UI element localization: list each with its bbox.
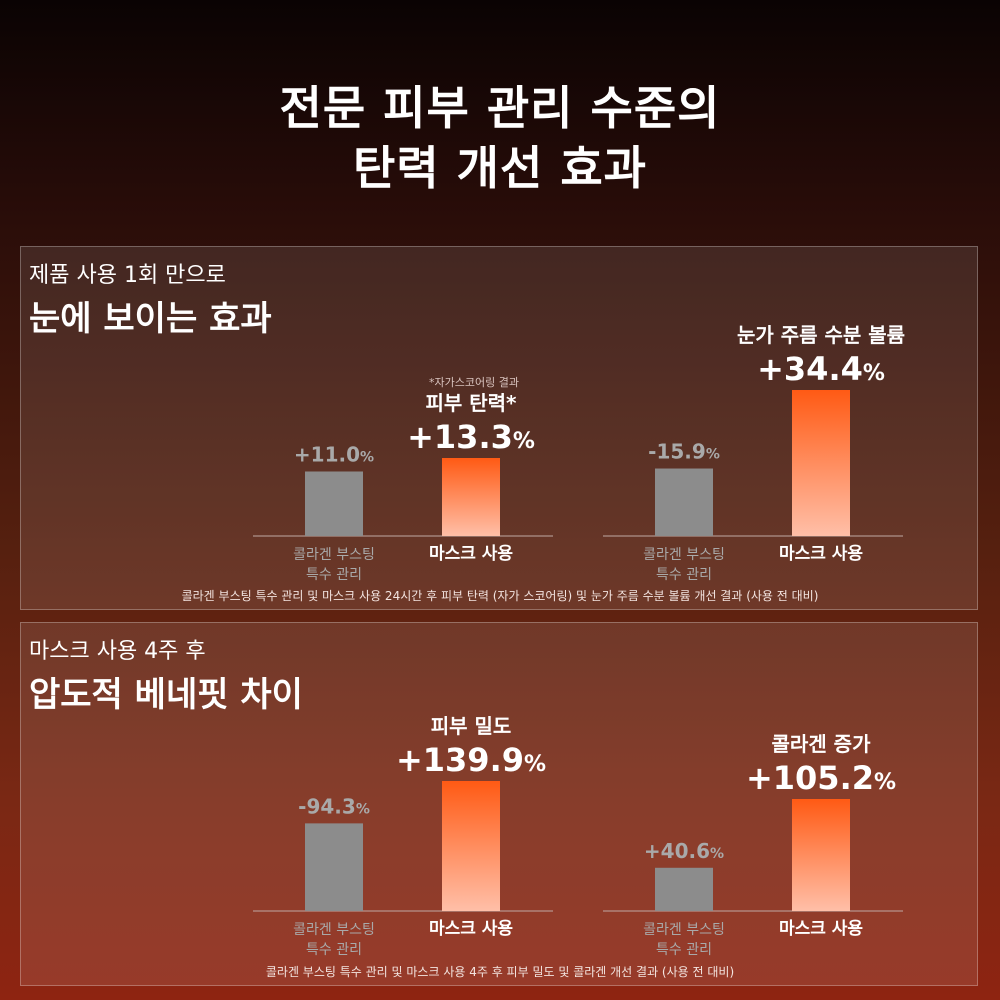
- category-label: 특수 관리: [656, 942, 712, 958]
- value-label: +40.6%: [644, 839, 724, 863]
- value-label: +34.4%: [757, 350, 885, 388]
- bar-mask: [792, 390, 850, 536]
- chart-title: 피부 밀도: [431, 714, 512, 738]
- bar-collagen-care: [655, 867, 713, 911]
- bar-collagen-care: [305, 471, 363, 536]
- category-label: 마스크 사용: [779, 544, 863, 564]
- bar-mask: [792, 799, 850, 911]
- panel-footnote: 콜라겐 부스팅 특수 관리 및 마스크 사용 4주 후 피부 밀도 및 콜라겐 …: [265, 965, 735, 979]
- category-label: 콜라겐 부스팅: [293, 922, 375, 938]
- chart-title: 콜라겐 증가: [772, 732, 872, 756]
- category-label: 특수 관리: [306, 942, 362, 958]
- category-label: 마스크 사용: [429, 544, 513, 564]
- category-label: 콜라겐 부스팅: [643, 922, 725, 938]
- panel-footnote: 콜라겐 부스팅 특수 관리 및 마스크 사용 24시간 후 피부 탄력 (자가 …: [181, 589, 819, 603]
- panel-subtitle: 마스크 사용 4주 후: [29, 639, 206, 664]
- value-label: -15.9%: [648, 440, 720, 464]
- category-label: 마스크 사용: [779, 919, 863, 939]
- value-label: +139.9%: [396, 741, 546, 779]
- panel-headline: 압도적 베네핏 차이: [29, 675, 303, 715]
- bar-mask: [442, 781, 500, 911]
- panel-subtitle: 제품 사용 1회 만으로: [29, 263, 226, 288]
- value-label: +13.3%: [407, 418, 535, 456]
- bar-collagen-care: [655, 468, 713, 536]
- chart-title: 눈가 주름 수분 볼륨: [737, 323, 905, 347]
- category-label: 콜라겐 부스팅: [293, 547, 375, 563]
- panel-headline: 눈에 보이는 효과: [29, 299, 272, 339]
- value-label: +11.0%: [294, 442, 374, 466]
- page-title-line-2: 탄력 개선 효과: [353, 141, 647, 195]
- chart-note: *자가스코어링 결과: [429, 376, 519, 389]
- value-label: +105.2%: [746, 759, 896, 797]
- chart-title: 피부 탄력*: [425, 391, 517, 415]
- category-label: 마스크 사용: [429, 919, 513, 939]
- page-title-line-1: 전문 피부 관리 수준의: [279, 81, 721, 135]
- value-label: -94.3%: [298, 794, 370, 818]
- page-title: 전문 피부 관리 수준의 탄력 개선 효과: [0, 78, 1000, 198]
- category-label: 콜라겐 부스팅: [643, 547, 725, 563]
- category-label: 특수 관리: [656, 567, 712, 583]
- bar-collagen-care: [305, 823, 363, 911]
- bar-mask: [442, 458, 500, 536]
- category-label: 특수 관리: [306, 567, 362, 583]
